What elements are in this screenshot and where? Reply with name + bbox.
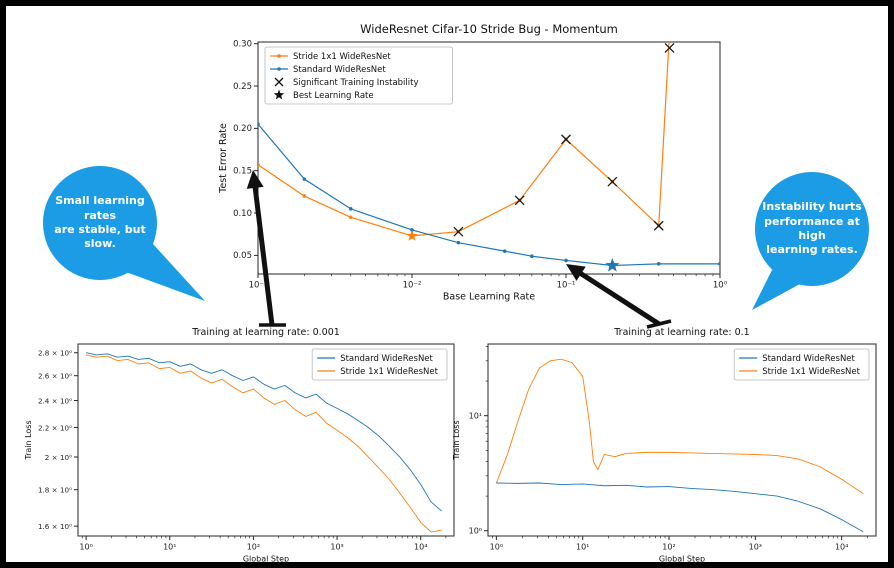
svg-text:Best Learning Rate: Best Learning Rate bbox=[293, 91, 374, 101]
training-curve-lr-0.001-chart: 10⁰ 10¹ 10² 10³ 10⁴ Global Step 1.6 × 10⁰ 1.8 ×… bbox=[24, 327, 455, 563]
svg-text:Standard WideResNet: Standard WideResNet bbox=[293, 65, 386, 75]
svg-text:Standard WideResNet: Standard WideResNet bbox=[340, 354, 433, 364]
svg-text:Stride 1x1 WideResNet: Stride 1x1 WideResNet bbox=[293, 52, 391, 62]
chart-title: Training at learning rate: 0.1 bbox=[613, 327, 749, 338]
svg-text:10⁴: 10⁴ bbox=[414, 543, 427, 552]
svg-text:Stride 1x1 WideResNet: Stride 1x1 WideResNet bbox=[340, 367, 438, 377]
x-axis: 10⁻³ 10⁻² 10⁻¹ 10⁰ Base Learning Rate bbox=[249, 274, 728, 303]
svg-text:10⁰: 10⁰ bbox=[79, 543, 92, 552]
svg-text:Train Loss: Train Loss bbox=[24, 420, 33, 460]
legend: Stride 1x1 WideResNet Standard WideResNet… bbox=[264, 46, 454, 105]
training-curve-lr-0.1-chart: 10⁰ 10¹ 10² 10³ 10⁴ Global Step 10⁰ 10¹ Train Lo… bbox=[452, 327, 877, 562]
svg-text:2.4 × 10⁰: 2.4 × 10⁰ bbox=[38, 396, 72, 405]
chart-title: Training at learning rate: 0.001 bbox=[191, 327, 340, 338]
plot-frame bbox=[487, 343, 877, 537]
svg-text:Stride 1x1 WideResNet: Stride 1x1 WideResNet bbox=[762, 367, 860, 377]
svg-text:Global Step: Global Step bbox=[243, 555, 289, 563]
svg-text:10⁰: 10⁰ bbox=[713, 281, 728, 291]
svg-text:10¹: 10¹ bbox=[469, 411, 482, 420]
svg-text:0.25: 0.25 bbox=[233, 82, 252, 92]
callout-small-learning-rates: Small learning rates are stable, but slo… bbox=[43, 166, 157, 280]
svg-text:10³: 10³ bbox=[330, 543, 343, 552]
learning-rate-sweep-chart: 10⁻³ 10⁻² 10⁻¹ 10⁰ Base Learning Rate 0.05 0.1… bbox=[218, 22, 728, 303]
series-lines bbox=[495, 358, 864, 533]
svg-text:2 × 10⁰: 2 × 10⁰ bbox=[45, 453, 72, 462]
y-axis: 1.6 × 10⁰ 1.8 × 10⁰ 2 × 10⁰ 2.2 × 10⁰ 2.4 × … bbox=[24, 349, 78, 531]
svg-text:10²: 10² bbox=[247, 543, 260, 552]
y-axis: 10⁰ 10¹ Train Loss bbox=[452, 346, 488, 536]
svg-text:10⁰: 10⁰ bbox=[469, 527, 482, 536]
svg-text:1.6 × 10⁰: 1.6 × 10⁰ bbox=[38, 522, 72, 531]
svg-text:2.8 × 10⁰: 2.8 × 10⁰ bbox=[38, 349, 72, 358]
callout-right-text: Instability hurts performance at high le… bbox=[762, 200, 862, 257]
callout-left-text: Small learning rates are stable, but slo… bbox=[54, 194, 146, 251]
svg-text:0.20: 0.20 bbox=[233, 124, 252, 134]
svg-text:0.05: 0.05 bbox=[233, 251, 252, 261]
callout-instability-hurts: Instability hurts performance at high le… bbox=[755, 172, 869, 286]
svg-text:0.10: 0.10 bbox=[233, 209, 252, 219]
plot-frame bbox=[77, 343, 455, 537]
svg-text:Significant Training Instabili: Significant Training Instability bbox=[293, 78, 419, 88]
legend: Standard WideResNet Stride 1x1 WideResNet bbox=[311, 348, 448, 381]
svg-text:1.8 × 10⁰: 1.8 × 10⁰ bbox=[38, 485, 72, 494]
legend: Standard WideResNet Stride 1x1 WideResNet bbox=[733, 348, 870, 381]
svg-text:2.6 × 10⁰: 2.6 × 10⁰ bbox=[38, 371, 72, 380]
svg-text:10⁻³: 10⁻³ bbox=[249, 281, 268, 291]
svg-text:10¹: 10¹ bbox=[576, 543, 589, 552]
series-lines bbox=[86, 352, 442, 533]
svg-text:10⁻¹: 10⁻¹ bbox=[557, 281, 576, 291]
svg-text:10¹: 10¹ bbox=[163, 543, 176, 552]
svg-text:Test Error Rate: Test Error Rate bbox=[218, 123, 229, 194]
svg-text:0.15: 0.15 bbox=[233, 167, 252, 177]
plot-frame bbox=[257, 41, 721, 275]
svg-text:2.2 × 10⁰: 2.2 × 10⁰ bbox=[38, 423, 72, 432]
svg-text:Global Step: Global Step bbox=[659, 555, 705, 563]
svg-text:10⁻²: 10⁻² bbox=[403, 281, 422, 291]
svg-text:0.30: 0.30 bbox=[233, 39, 252, 49]
svg-text:10³: 10³ bbox=[749, 543, 762, 552]
svg-text:10⁰: 10⁰ bbox=[490, 543, 503, 552]
svg-text:Standard WideResNet: Standard WideResNet bbox=[762, 354, 855, 364]
svg-text:10⁴: 10⁴ bbox=[835, 543, 848, 552]
svg-text:10²: 10² bbox=[662, 543, 675, 552]
x-axis: 10⁰ 10¹ 10² 10³ 10⁴ Global Step bbox=[490, 536, 868, 562]
chart-title: WideResnet Cifar-10 Stride Bug - Momentu… bbox=[360, 22, 618, 36]
series-lines bbox=[258, 42, 720, 272]
y-axis: 0.05 0.10 0.15 0.20 0.25 0.30 Test Error Rate bbox=[218, 39, 258, 261]
x-axis: 10⁰ 10¹ 10² 10³ 10⁴ Global Step bbox=[79, 536, 447, 563]
svg-text:Train Loss: Train Loss bbox=[452, 420, 461, 460]
svg-text:Base Learning Rate: Base Learning Rate bbox=[443, 292, 535, 303]
